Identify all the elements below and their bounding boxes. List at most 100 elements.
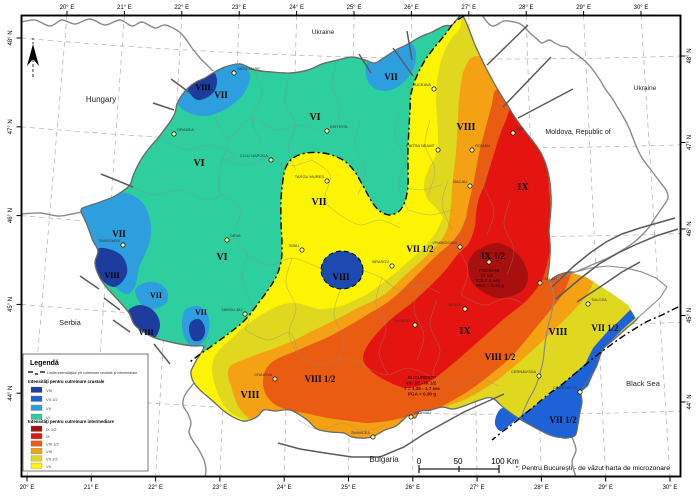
svg-text:47° N: 47° N — [8, 119, 14, 134]
svg-text:24° E: 24° E — [277, 485, 292, 491]
svg-text:45° N: 45° N — [8, 297, 14, 312]
svg-text:SATU MARE: SATU MARE — [237, 66, 260, 71]
svg-text:VII: VII — [46, 406, 51, 411]
svg-text:GIURGIU: GIURGIU — [414, 410, 431, 415]
svg-text:VII: VII — [195, 308, 207, 317]
svg-text:VRANCIOAIA: VRANCIOAIA — [432, 240, 457, 245]
svg-text:IX 1/2: IX 1/2 — [481, 251, 505, 261]
svg-text:100 Km: 100 Km — [491, 457, 519, 466]
svg-text:T = 1.45 - 1.7 sec: T = 1.45 - 1.7 sec — [404, 386, 441, 391]
svg-text:Ukraine: Ukraine — [634, 85, 657, 92]
svg-text:20° E: 20° E — [60, 5, 75, 11]
svg-text:26° E: 26° E — [405, 485, 420, 491]
svg-text:26° E: 26° E — [404, 5, 419, 11]
svg-text:VII: VII — [214, 90, 228, 100]
svg-text:TIMISOARA: TIMISOARA — [98, 238, 120, 243]
svg-text:VIII: VIII — [195, 83, 210, 92]
svg-text:46° N: 46° N — [687, 221, 693, 236]
svg-text:T=0.7-1 sec: T=0.7-1 sec — [476, 278, 501, 283]
svg-text:IX: IX — [46, 434, 50, 439]
svg-text:44° N: 44° N — [687, 394, 693, 409]
svg-text:VIII 1/2: VIII 1/2 — [46, 442, 59, 447]
svg-text:Limita intensităţilor ptr cutr: Limita intensităţilor ptr cutremure crus… — [47, 371, 137, 375]
svg-text:PGA = 0.36 g: PGA = 0.36 g — [476, 283, 504, 288]
svg-text:Legendă: Legendă — [30, 360, 59, 367]
svg-text:TARGU MURES: TARGU MURES — [295, 174, 325, 179]
svg-text:Bulgaria: Bulgaria — [369, 455, 399, 464]
svg-text:VI: VI — [193, 158, 204, 169]
svg-text:VIII: VIII — [104, 271, 119, 280]
svg-text:Intensităţi pentru cutremure i: Intensităţi pentru cutremure intermediar… — [28, 419, 114, 424]
svg-text:VII: VII — [311, 197, 326, 208]
svg-text:30° E: 30° E — [634, 5, 649, 11]
svg-text:VIII: VIII — [46, 388, 52, 393]
svg-text:22° E: 22° E — [148, 485, 163, 491]
svg-text:VII 1/2: VII 1/2 — [46, 456, 58, 461]
svg-text:48° N: 48° N — [687, 48, 693, 63]
svg-text:45° N: 45° N — [687, 308, 693, 323]
svg-text:23° E: 23° E — [213, 485, 228, 491]
svg-text:21° E: 21° E — [117, 5, 132, 11]
svg-text:VII 1/2: VII 1/2 — [591, 323, 619, 333]
svg-text:CERNAVODA: CERNAVODA — [511, 369, 536, 374]
svg-text:22° E: 22° E — [174, 5, 189, 11]
svg-text:PGA = 0.30 g: PGA = 0.30 g — [408, 392, 436, 397]
svg-text:VIII: VIII — [332, 272, 350, 282]
svg-text:29° E: 29° E — [598, 485, 613, 491]
svg-text:44° N: 44° N — [8, 386, 14, 401]
svg-text:27° E: 27° E — [461, 5, 476, 11]
svg-text:IX: IX — [517, 182, 529, 193]
svg-text:23° E: 23° E — [232, 5, 247, 11]
svg-text:VI: VI — [216, 252, 227, 263]
svg-text:Black Sea: Black Sea — [626, 379, 661, 388]
svg-text:24° E: 24° E — [289, 5, 304, 11]
svg-text:Serbia: Serbia — [59, 318, 82, 327]
svg-text:CONSTANTA: CONSTANTA — [553, 385, 577, 390]
svg-text:Ukraine: Ukraine — [312, 29, 335, 36]
svg-text:30° E: 30° E — [663, 485, 678, 491]
svg-text:IX: IX — [459, 326, 471, 337]
svg-text:20° E: 20° E — [20, 485, 35, 491]
svg-text:GALATI: GALATI — [543, 276, 557, 281]
svg-text:ROMAN: ROMAN — [475, 143, 490, 148]
svg-text:47° N: 47° N — [687, 135, 693, 150]
svg-text:VII: VII — [150, 291, 162, 300]
svg-text:27° E: 27° E — [470, 485, 485, 491]
svg-text:29° E: 29° E — [576, 5, 591, 11]
svg-text:SIBIU: SIBIU — [289, 243, 300, 248]
svg-text:VI: VI — [309, 112, 320, 123]
svg-text:BUCURESTI*: BUCURESTI* — [408, 375, 437, 380]
svg-text:BACAU: BACAU — [453, 179, 467, 184]
svg-text:VIII: VIII — [46, 449, 52, 454]
svg-text:VII 1/2: VII 1/2 — [406, 244, 434, 254]
svg-text:TARGU JIU: TARGU JIU — [221, 307, 242, 312]
svg-text:BUZAU: BUZAU — [448, 302, 462, 307]
svg-text:SUCEAVA: SUCEAVA — [412, 82, 431, 87]
svg-text:46° N: 46° N — [8, 208, 14, 223]
svg-text:ORADEA: ORADEA — [177, 127, 194, 132]
svg-text:VII 1/2: VII 1/2 — [46, 397, 58, 402]
svg-text:VIII: VIII — [457, 122, 476, 133]
svg-text:PIATRA NEAMT: PIATRA NEAMT — [406, 143, 436, 148]
svg-text:VII: VII — [112, 229, 126, 239]
svg-text:DEVA: DEVA — [230, 233, 241, 238]
svg-text:CLUJ NAPOCA: CLUJ NAPOCA — [240, 153, 268, 158]
svg-text:BISTRITA: BISTRITA — [330, 124, 348, 129]
svg-text:50: 50 — [454, 457, 463, 466]
svg-text:PLOIESTI: PLOIESTI — [394, 318, 412, 323]
svg-text:VII: VII — [46, 464, 51, 469]
svg-text:48° N: 48° N — [8, 30, 14, 45]
svg-text:VIII 1/2 - IX 1/2: VIII 1/2 - IX 1/2 — [406, 381, 437, 386]
svg-text:IX 1/2: IX 1/2 — [481, 273, 493, 278]
svg-text:21° E: 21° E — [84, 485, 99, 491]
svg-text:VII: VII — [384, 72, 398, 82]
svg-text:28° E: 28° E — [519, 5, 534, 11]
svg-text:ZIMNICEA: ZIMNICEA — [351, 430, 370, 435]
svg-text:Moldova, Republic of: Moldova, Republic of — [545, 129, 610, 136]
svg-text:VI: VI — [46, 415, 50, 420]
svg-text:28° E: 28° E — [534, 485, 549, 491]
svg-text:VIII: VIII — [549, 327, 568, 338]
svg-text:VIII: VIII — [138, 328, 153, 337]
svg-text:VIII: VIII — [241, 390, 260, 401]
svg-text:IASI: IASI — [516, 126, 524, 131]
